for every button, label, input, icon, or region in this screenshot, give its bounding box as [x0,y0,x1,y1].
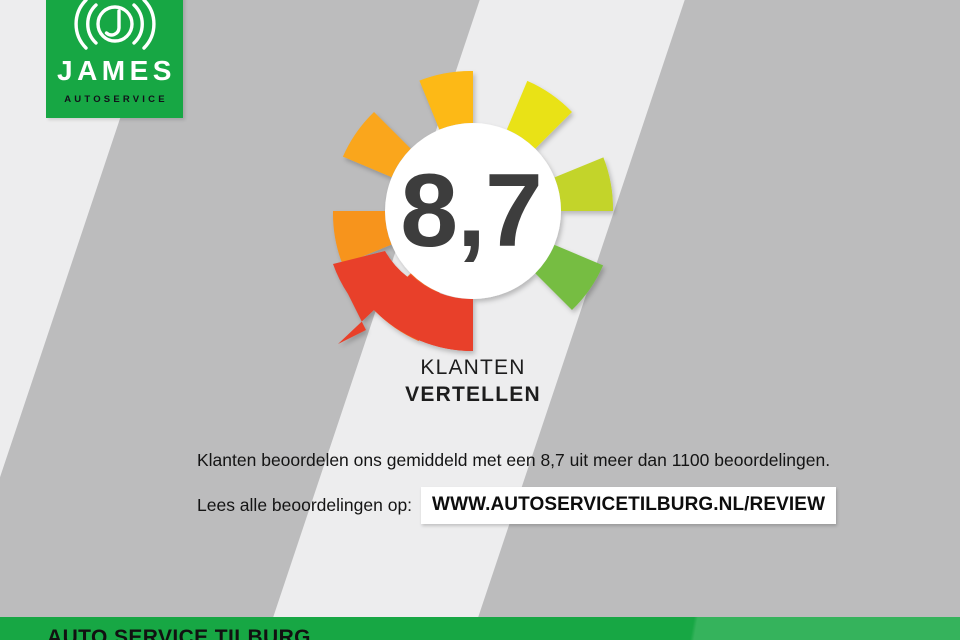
cta-lead-text: Lees alle beoordelingen op: [197,495,413,515]
logo-tagline-text: AUTOSERVICE [64,94,168,105]
donut-segment-yellow-green [554,157,614,211]
donut-segment-green [535,244,604,310]
james-j-soundwave-icon [73,0,156,50]
donut-segment-yellow-orange [419,70,473,130]
review-url-chip[interactable]: WWW.AUTOSERVICETILBURG.NL/REVIEW [421,487,837,524]
review-cta-line: Lees alle beoordelingen op: WWW.AUTOSERV… [197,487,837,524]
review-summary-sentence: Klanten beoordelen ons gemiddeld met een… [197,450,831,470]
donut-segment-orange [332,211,392,265]
caption-line-vertellen: VERTELLEN [405,382,541,406]
footer-green-bar: AUTO SERVICE TILBURG [0,617,960,640]
caption-line-klanten: KLANTEN [420,356,526,379]
donut-segment-light-orange [342,112,411,178]
donut-segment-red-inner [374,274,473,351]
donut-center-disc [385,123,561,299]
rating-score-text: 8,7 [400,153,543,269]
footer-company-name: AUTO SERVICE TILBURG [47,626,311,640]
footer-bar-shading [0,617,960,640]
rating-caption: KLANTEN VERTELLEN [330,355,616,409]
donut-segment-yellow [506,80,572,149]
rating-donut-chart: 8,7 [330,68,616,354]
james-logo-box: JAMES AUTOSERVICE [46,0,183,118]
logo-brand-text: JAMES [57,55,176,86]
